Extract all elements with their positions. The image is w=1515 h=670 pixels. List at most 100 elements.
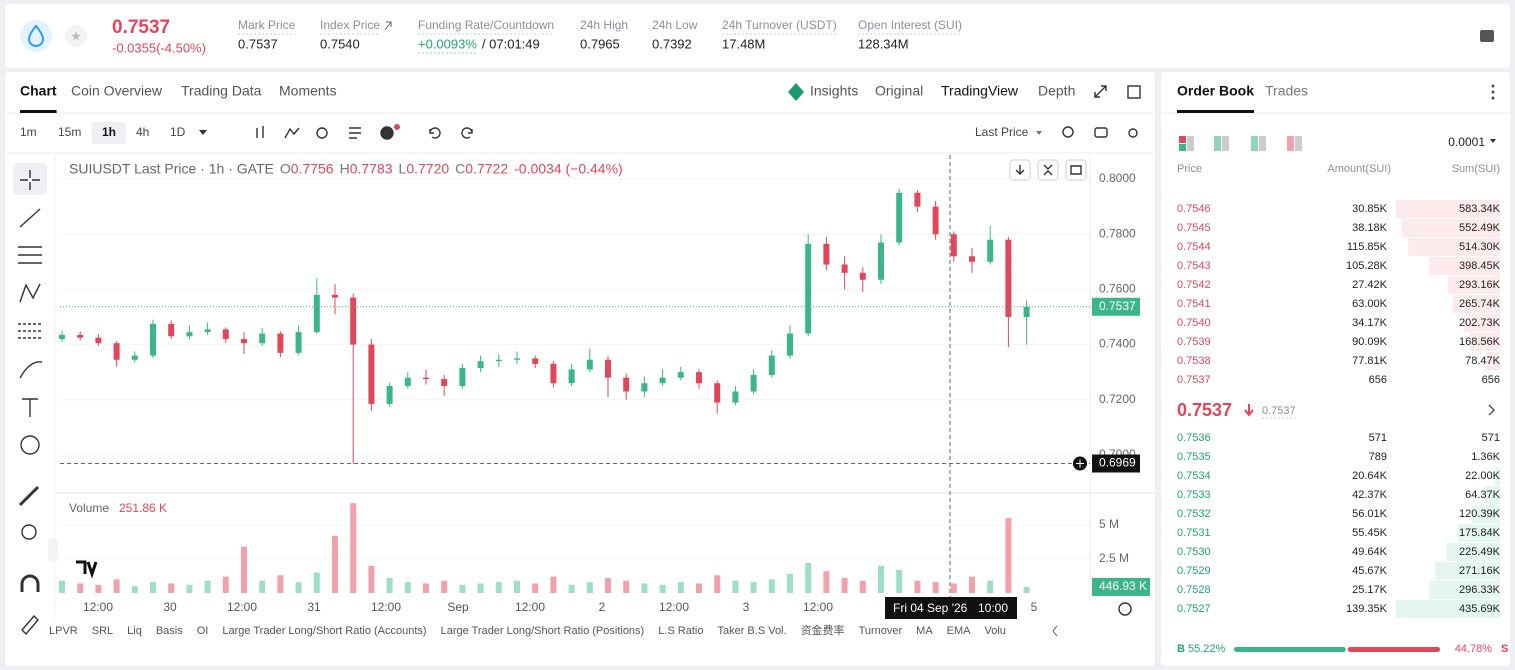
side-collapse[interactable] xyxy=(48,538,58,562)
star-icon[interactable]: ★ xyxy=(70,28,82,43)
tab[interactable]: Coin Overview xyxy=(71,83,163,99)
book-price[interactable]: 0.7543 xyxy=(1177,260,1211,272)
book-price[interactable]: 0.7534 xyxy=(1177,470,1211,482)
book-price[interactable]: 0.7530 xyxy=(1177,546,1211,558)
candle-body xyxy=(987,239,994,262)
indicator[interactable]: EMA xyxy=(947,625,972,637)
dropdown-caret[interactable] xyxy=(199,130,207,135)
search-icon[interactable] xyxy=(1062,126,1074,138)
x-tick-label: 2 xyxy=(599,600,606,614)
collapse-button[interactable] xyxy=(1037,159,1059,181)
zoom-tool[interactable] xyxy=(21,524,37,540)
fullscreen-icon[interactable] xyxy=(1094,85,1107,98)
emoji-tool[interactable] xyxy=(20,435,40,455)
candle-body xyxy=(150,323,156,356)
add-icon[interactable] xyxy=(380,126,394,140)
indicator[interactable]: L.S Ratio xyxy=(658,625,703,637)
indicator[interactable]: Large Trader Long/Short Ratio (Positions… xyxy=(441,625,645,637)
candle-body xyxy=(623,377,630,392)
crosshair-tool[interactable] xyxy=(20,170,40,190)
indicator[interactable]: Volu xyxy=(985,625,1006,637)
y-tick-label: 0.7800 xyxy=(1099,226,1136,240)
scroll-right[interactable] xyxy=(1052,625,1058,637)
camera-icon[interactable] xyxy=(1094,127,1108,138)
interval[interactable]: 1h xyxy=(102,125,116,139)
book-price[interactable]: 0.7528 xyxy=(1177,584,1211,596)
book-amount: 55.45K xyxy=(1352,527,1388,539)
indicator[interactable]: Liq xyxy=(127,625,142,637)
book-price[interactable]: 0.7535 xyxy=(1177,451,1211,463)
indicator[interactable]: LPVR xyxy=(49,625,78,637)
book-price[interactable]: 0.7544 xyxy=(1177,241,1211,253)
interval[interactable]: 15m xyxy=(58,125,81,139)
book-price[interactable]: 0.7527 xyxy=(1177,603,1211,615)
undo-icon[interactable] xyxy=(429,127,441,139)
book-price[interactable]: 0.7546 xyxy=(1177,203,1211,215)
dropdown-caret[interactable] xyxy=(1036,131,1042,135)
settings-icon[interactable] xyxy=(1128,128,1138,138)
pattern-tool[interactable] xyxy=(19,283,41,303)
favorite-button[interactable] xyxy=(65,25,87,47)
magnet-tool[interactable] xyxy=(20,574,40,592)
indicator[interactable]: 资金费率 xyxy=(801,623,845,637)
replay-icon[interactable] xyxy=(316,127,328,139)
scroll-down-button[interactable] xyxy=(1009,159,1031,181)
book-price[interactable]: 0.7536 xyxy=(1177,432,1211,444)
book-price[interactable]: 0.7540 xyxy=(1177,317,1211,329)
fib-tool[interactable] xyxy=(18,246,42,264)
price-type[interactable]: Last Price xyxy=(975,125,1029,139)
indicator[interactable]: OI xyxy=(197,625,209,637)
candle-body xyxy=(823,243,830,265)
book-price[interactable]: 0.7537 xyxy=(1177,374,1211,386)
panel-icon[interactable] xyxy=(1480,30,1494,42)
indicator[interactable]: SRL xyxy=(92,625,113,637)
indicator-icon[interactable] xyxy=(284,127,300,139)
brush-tool[interactable] xyxy=(19,361,43,379)
tab[interactable]: Chart xyxy=(20,83,57,99)
tab[interactable]: Trading Data xyxy=(181,83,262,99)
tool-selected[interactable] xyxy=(13,163,47,195)
tab[interactable]: Moments xyxy=(279,83,337,99)
view-tab[interactable]: TradingView xyxy=(941,83,1019,99)
volume-bar xyxy=(495,582,502,593)
book-mode-icons[interactable] xyxy=(1179,136,1302,151)
book-price[interactable]: 0.7545 xyxy=(1177,222,1211,234)
interval[interactable]: 4h xyxy=(136,125,149,139)
tab-underline xyxy=(20,110,57,113)
redo-icon[interactable] xyxy=(461,127,473,139)
candle-type-icon[interactable] xyxy=(256,126,264,138)
lock-tool[interactable] xyxy=(21,614,39,636)
axis-settings-icon[interactable] xyxy=(1118,602,1132,616)
book-price[interactable]: 0.7529 xyxy=(1177,565,1211,577)
line-tool[interactable] xyxy=(19,208,41,228)
x-tick-label: 12:00 xyxy=(659,600,689,614)
projection-tool[interactable] xyxy=(18,323,42,339)
precision[interactable]: 0.0001 xyxy=(1448,135,1485,149)
book-price[interactable]: 0.7531 xyxy=(1177,527,1211,539)
book-price[interactable]: 0.7533 xyxy=(1177,489,1211,501)
layout-icon[interactable] xyxy=(1127,85,1141,99)
indicator[interactable]: Basis xyxy=(156,625,183,637)
book-tab[interactable]: Trades xyxy=(1265,83,1308,99)
view-tab[interactable]: Original xyxy=(875,83,923,99)
interval[interactable]: 1m xyxy=(20,125,37,139)
book-tab[interactable]: Order Book xyxy=(1177,83,1254,99)
book-price[interactable]: 0.7541 xyxy=(1177,298,1211,310)
book-price[interactable]: 0.7542 xyxy=(1177,279,1211,291)
book-price[interactable]: 0.7532 xyxy=(1177,508,1211,520)
indicator[interactable]: Taker B.S Vol. xyxy=(717,625,786,637)
book-price[interactable]: 0.7539 xyxy=(1177,336,1211,348)
template-icon[interactable] xyxy=(349,127,361,139)
indicator[interactable]: MA xyxy=(916,625,933,637)
book-price[interactable]: 0.7538 xyxy=(1177,355,1211,367)
ruler-tool[interactable] xyxy=(18,485,40,507)
view-tab[interactable]: Insights xyxy=(810,83,858,99)
dropdown-caret[interactable] xyxy=(1490,139,1496,143)
indicator[interactable]: Turnover xyxy=(859,625,903,637)
indicator[interactable]: Large Trader Long/Short Ratio (Accounts) xyxy=(222,625,426,637)
text-tool[interactable] xyxy=(22,398,38,417)
interval[interactable]: 1D xyxy=(170,125,186,139)
maximize-button[interactable] xyxy=(1065,159,1087,181)
view-tab[interactable]: Depth xyxy=(1038,83,1075,99)
expand-arrow[interactable] xyxy=(1488,404,1496,416)
